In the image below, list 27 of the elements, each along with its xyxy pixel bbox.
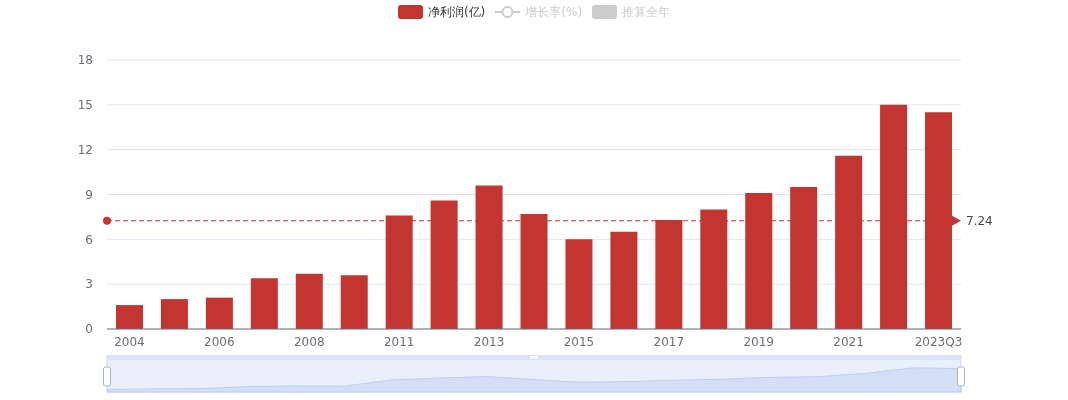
- bar: [565, 239, 593, 329]
- bar: [340, 275, 368, 329]
- ref-line-label: 7.24: [966, 214, 993, 229]
- legend-label: 净利润(亿): [427, 5, 486, 19]
- x-tick-label: 2004: [114, 334, 145, 349]
- x-tick-label: 2015: [563, 334, 595, 349]
- x-tick-label: 2013: [473, 334, 505, 349]
- bar: [610, 231, 638, 329]
- x-tick-label: 2006: [204, 334, 235, 349]
- x-tick-label: 2023Q3: [914, 334, 963, 349]
- y-tick-label: 0: [85, 322, 93, 337]
- x-tick-label: 2008: [293, 334, 325, 349]
- x-tick-label: 2021: [833, 334, 864, 349]
- x-tick-label: 2011: [383, 334, 415, 349]
- y-tick-label: 3: [85, 277, 93, 292]
- y-tick-label: 18: [77, 53, 93, 68]
- bar: [205, 297, 233, 329]
- bar: [295, 273, 323, 329]
- bar: [160, 299, 188, 329]
- bar: [250, 278, 278, 329]
- y-tick-label: 6: [85, 232, 93, 247]
- y-tick-label: 9: [85, 187, 93, 202]
- y-tick-label: 15: [77, 98, 93, 113]
- y-tick-label: 12: [77, 142, 93, 157]
- bar: [115, 305, 143, 329]
- x-tick-label: 2019: [743, 334, 775, 349]
- x-tick-label: 2017: [653, 334, 685, 349]
